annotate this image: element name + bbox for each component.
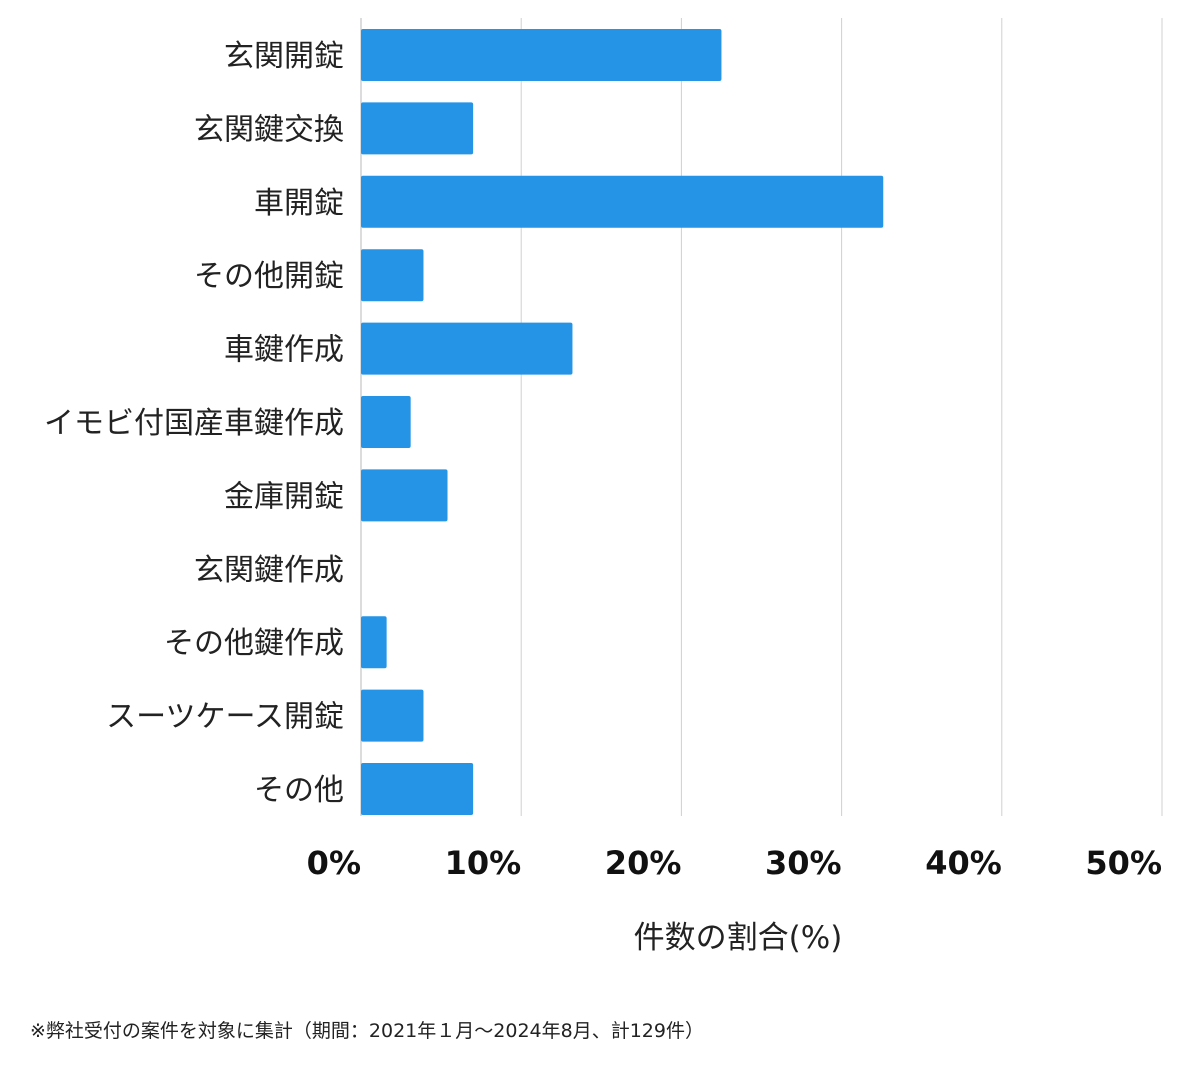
bar xyxy=(361,29,722,81)
bar xyxy=(361,689,424,742)
bar xyxy=(361,469,448,522)
x-tick-label: 10% xyxy=(445,844,522,882)
bar xyxy=(361,763,474,815)
x-tick-labels: 0% 10% 20% 30% 40% 50% xyxy=(307,844,1162,882)
category-label: 玄関鍵作成 xyxy=(194,553,344,588)
gridlines xyxy=(360,18,1163,816)
x-tick-label: 30% xyxy=(765,844,842,882)
bar xyxy=(361,396,411,448)
category-label: その他開錠 xyxy=(194,259,344,294)
category-label: その他鍵作成 xyxy=(164,626,344,661)
category-label: 車開錠 xyxy=(254,186,344,221)
bar xyxy=(361,249,424,302)
category-label: 玄関開錠 xyxy=(224,39,344,74)
bar xyxy=(361,322,573,375)
x-tick-label: 20% xyxy=(605,844,682,882)
category-label: その他 xyxy=(254,773,344,808)
category-label: 金庫開錠 xyxy=(224,479,344,514)
bar-chart: 玄関開錠玄関鍵交換車開錠その他開錠車鍵作成イモビ付国産車鍵作成金庫開錠玄関鍵作成… xyxy=(44,18,1163,956)
category-label: 玄関鍵交換 xyxy=(194,112,344,147)
bar xyxy=(361,616,387,669)
category-label: 車鍵作成 xyxy=(224,333,344,368)
bars xyxy=(361,29,884,815)
bar xyxy=(361,102,474,155)
category-label: イモビ付国産車鍵作成 xyxy=(44,406,344,441)
x-axis-title: 件数の割合(%) xyxy=(634,920,843,956)
bar xyxy=(361,175,884,228)
x-tick-label: 40% xyxy=(925,844,1002,882)
footnote: ※弊社受付の案件を対象に集計（期間：2021年１月〜2024年8月、計129件） xyxy=(30,1020,704,1042)
category-label: スーツケース開錠 xyxy=(106,700,344,735)
category-labels: 玄関開錠玄関鍵交換車開錠その他開錠車鍵作成イモビ付国産車鍵作成金庫開錠玄関鍵作成… xyxy=(44,39,344,808)
x-tick-label: 50% xyxy=(1085,844,1162,882)
x-tick-label: 0% xyxy=(307,844,361,882)
